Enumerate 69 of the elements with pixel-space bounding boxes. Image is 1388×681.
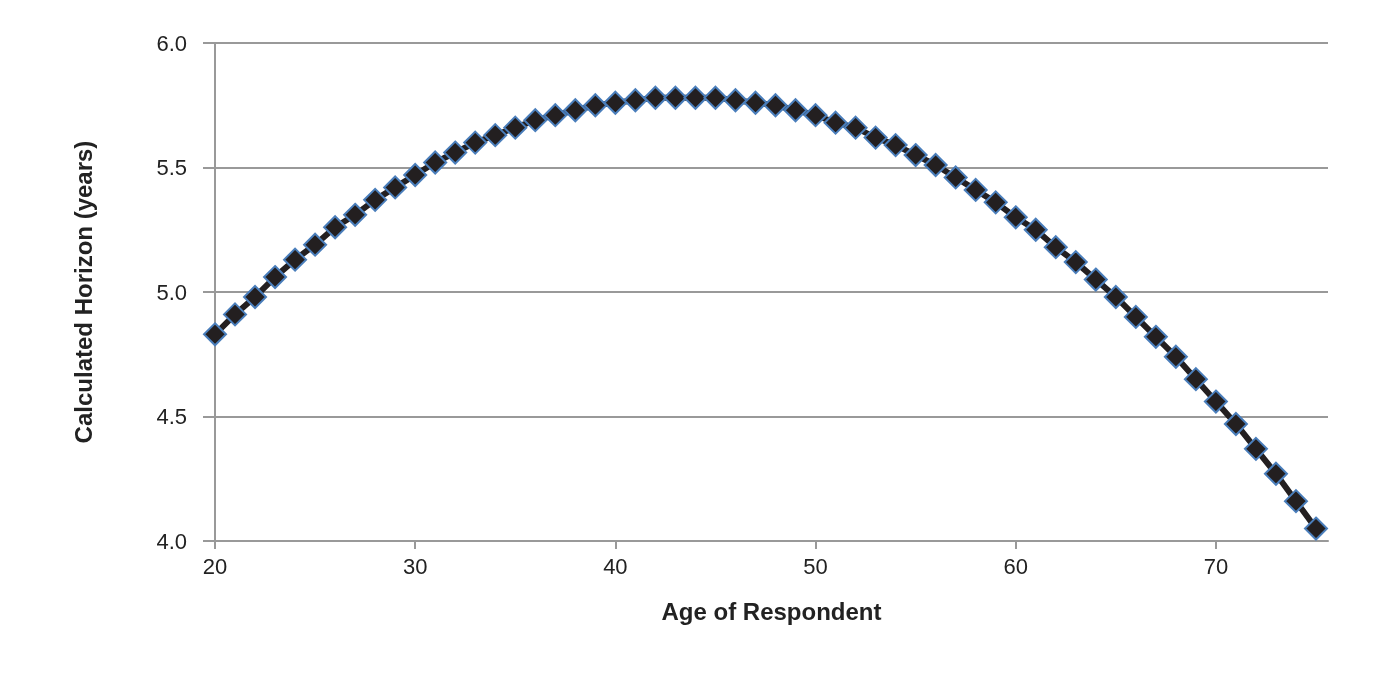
point xyxy=(483,123,508,148)
point xyxy=(703,85,728,110)
point xyxy=(543,103,568,128)
point xyxy=(743,90,768,115)
point xyxy=(1223,411,1248,436)
point xyxy=(303,232,328,257)
point xyxy=(563,98,588,123)
y-tick-label: 5.5 xyxy=(156,155,187,180)
point xyxy=(363,187,388,212)
point xyxy=(923,153,948,178)
point xyxy=(763,93,788,118)
point xyxy=(843,115,868,140)
point xyxy=(1123,304,1148,329)
point xyxy=(603,90,628,115)
y-tick-label: 4.0 xyxy=(156,528,187,554)
point xyxy=(403,162,428,187)
point xyxy=(643,85,668,110)
y-axis-title: Calculated Horizon (years) xyxy=(69,140,97,444)
y-tick-label: 6.0 xyxy=(156,30,187,56)
point xyxy=(1043,235,1068,260)
y-tick-label: 4.5 xyxy=(156,404,187,429)
point xyxy=(343,202,368,227)
x-tick-label: 60 xyxy=(1003,553,1028,579)
point xyxy=(863,125,888,150)
point xyxy=(663,85,688,110)
point xyxy=(243,284,268,309)
point xyxy=(823,110,848,135)
point xyxy=(1003,205,1028,230)
point xyxy=(803,103,828,128)
point xyxy=(1023,217,1048,242)
point xyxy=(623,88,648,113)
point xyxy=(783,98,808,123)
y-tick-label: 5.0 xyxy=(156,279,187,305)
point xyxy=(1283,489,1308,514)
point xyxy=(1143,324,1168,349)
point xyxy=(1263,461,1288,486)
x-axis-title: Age of Respondent xyxy=(661,597,882,625)
point xyxy=(883,133,908,158)
point xyxy=(523,108,548,133)
point xyxy=(1203,389,1228,414)
point xyxy=(723,88,748,113)
point xyxy=(1103,284,1128,309)
point xyxy=(463,130,488,155)
point xyxy=(1183,367,1208,392)
point xyxy=(503,115,528,140)
point xyxy=(983,190,1008,215)
point xyxy=(283,247,308,272)
point xyxy=(903,143,928,168)
x-tick-label: 50 xyxy=(803,553,828,579)
point xyxy=(423,150,448,175)
x-tick-label: 70 xyxy=(1203,553,1229,579)
point xyxy=(683,85,708,110)
point xyxy=(1083,267,1108,292)
point xyxy=(223,302,248,327)
point xyxy=(323,215,348,240)
point xyxy=(1303,516,1328,541)
point xyxy=(943,165,968,190)
point xyxy=(263,265,288,290)
point xyxy=(203,322,227,347)
point xyxy=(1243,436,1268,461)
point xyxy=(443,140,468,165)
point xyxy=(1063,250,1088,275)
x-tick-label: 40 xyxy=(603,553,628,579)
point xyxy=(963,177,988,202)
x-tick-label: 20 xyxy=(202,553,228,579)
point xyxy=(383,175,408,200)
point xyxy=(583,93,608,118)
x-tick-label: 30 xyxy=(402,553,428,579)
point xyxy=(1163,344,1188,369)
